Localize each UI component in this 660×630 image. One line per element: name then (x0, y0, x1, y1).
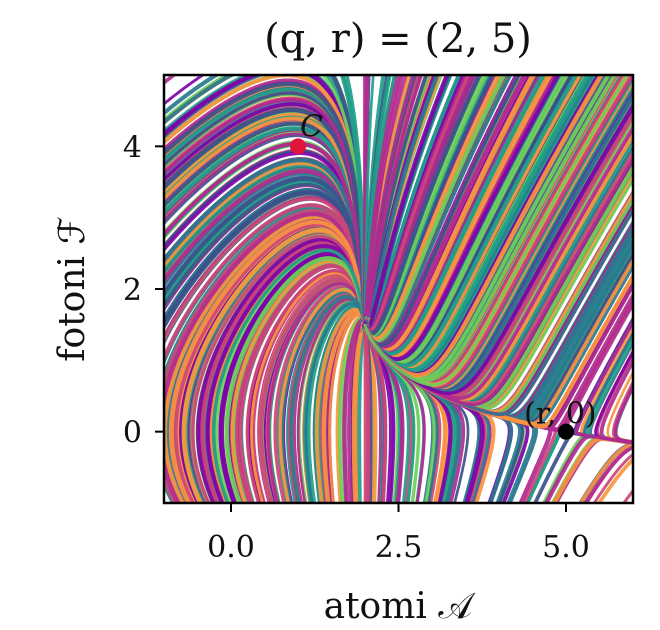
x-axis-label: atomi 𝒜 (324, 586, 477, 627)
streamline (613, 474, 647, 518)
y-tick-label: 2 (123, 273, 142, 308)
fixed-point-label: C (300, 109, 323, 144)
y-tick-label: 0 (123, 416, 142, 451)
y-axis-ticks: 0 2 4 (123, 130, 164, 450)
x-tick-label: 0.0 (207, 530, 255, 565)
y-axis-label: fotoni ℱ (52, 216, 93, 362)
streamline (150, 60, 195, 94)
x-tick-label: 2.5 (375, 530, 423, 565)
x-axis-ticks: 0.0 2.5 5.0 (207, 503, 590, 565)
streamlines (150, 60, 647, 519)
chart-title: (q, r) = (2, 5) (264, 16, 532, 62)
streamline (365, 324, 366, 517)
x-tick-label: 5.0 (542, 530, 590, 565)
y-tick-label: 4 (123, 130, 142, 165)
fixed-point-label: (r, 0) (524, 397, 597, 432)
